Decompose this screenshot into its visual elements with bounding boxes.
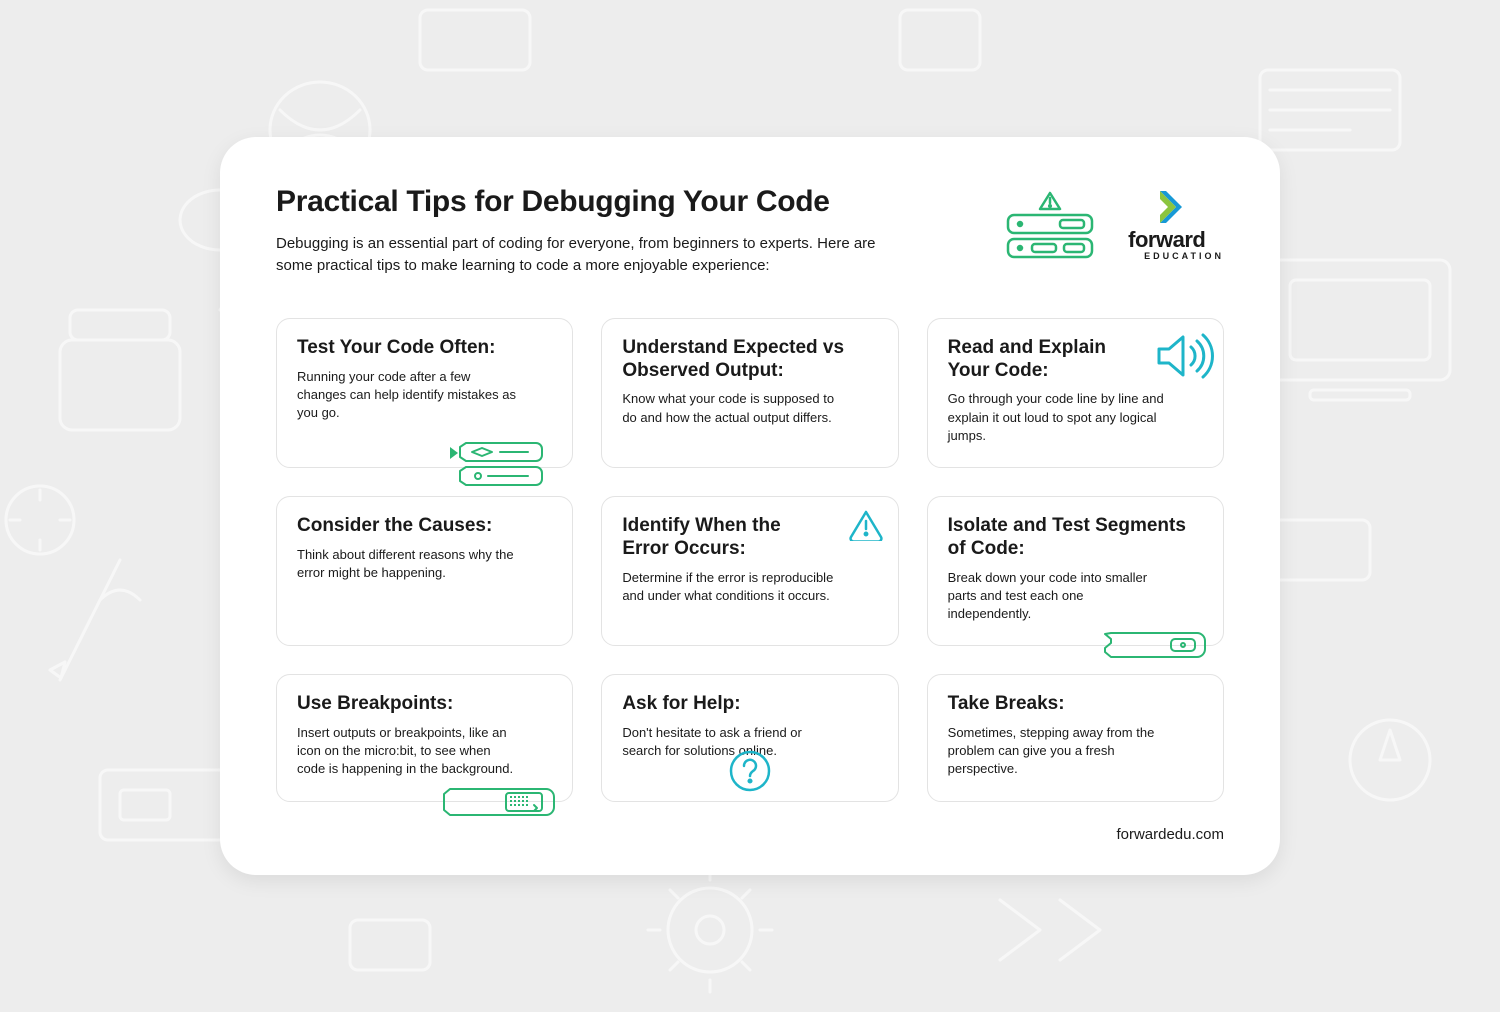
tip-breakpoints: Use Breakpoints: Insert outputs or break… [276, 674, 573, 802]
infographic-card: Practical Tips for Debugging Your Code D… [220, 137, 1280, 875]
tip-title: Isolate and Test Segments of Code: [948, 515, 1203, 561]
tip-body: Determine if the error is reproducible a… [622, 569, 842, 605]
code-segment-icon [1103, 625, 1213, 665]
header-text: Practical Tips for Debugging Your Code D… [276, 185, 976, 278]
tip-title: Understand Expected vs Observed Output: [622, 337, 877, 383]
code-blocks-icon [442, 433, 562, 493]
logo-subtext: EDUCATION [1144, 251, 1224, 261]
tip-ask-help: Ask for Help: Don't hesitate to ask a fr… [601, 674, 898, 802]
page-title: Practical Tips for Debugging Your Code [276, 185, 976, 219]
tip-title: Identify When the Error Occurs: [622, 515, 802, 561]
microbit-icon [442, 781, 562, 823]
tip-title: Ask for Help: [622, 693, 877, 716]
forward-education-logo: forward EDUCATION [1128, 189, 1224, 261]
tip-isolate-test: Isolate and Test Segments of Code: Break… [927, 496, 1224, 646]
tip-test-often: Test Your Code Often: Running your code … [276, 318, 573, 468]
tip-take-breaks: Take Breaks: Sometimes, stepping away fr… [927, 674, 1224, 802]
footer-url: forwardedu.com [276, 826, 1224, 843]
tip-read-explain: Read and Explain Your Code: Go through y… [927, 318, 1224, 468]
warning-icon [848, 509, 884, 541]
tip-body: Think about different reasons why the er… [297, 546, 517, 582]
header-icons: forward EDUCATION [1000, 185, 1224, 265]
tip-title: Consider the Causes: [297, 515, 552, 538]
tip-body: Sometimes, stepping away from the proble… [948, 724, 1168, 779]
tip-title: Test Your Code Often: [297, 337, 552, 360]
tip-body: Break down your code into smaller parts … [948, 569, 1168, 624]
tip-title: Read and Explain Your Code: [948, 337, 1128, 383]
tips-grid: Test Your Code Often: Running your code … [276, 318, 1224, 802]
tip-title: Take Breaks: [948, 693, 1203, 716]
question-icon [728, 749, 772, 793]
header: Practical Tips for Debugging Your Code D… [276, 185, 1224, 278]
debug-stack-icon [1000, 185, 1100, 265]
tip-consider-causes: Consider the Causes: Think about differe… [276, 496, 573, 646]
speaker-icon [1153, 331, 1217, 381]
tip-expected-vs-observed: Understand Expected vs Observed Output: … [601, 318, 898, 468]
tip-identify-error: Identify When the Error Occurs: Determin… [601, 496, 898, 646]
tip-body: Know what your code is supposed to do an… [622, 390, 842, 426]
logo-text: forward [1128, 229, 1205, 251]
tip-body: Insert outputs or breakpoints, like an i… [297, 724, 517, 779]
logo-chevron-icon [1156, 189, 1188, 225]
tip-title: Use Breakpoints: [297, 693, 552, 716]
page-subtitle: Debugging is an essential part of coding… [276, 233, 916, 278]
tip-body: Go through your code line by line and ex… [948, 390, 1168, 445]
tip-body: Running your code after a few changes ca… [297, 368, 517, 423]
